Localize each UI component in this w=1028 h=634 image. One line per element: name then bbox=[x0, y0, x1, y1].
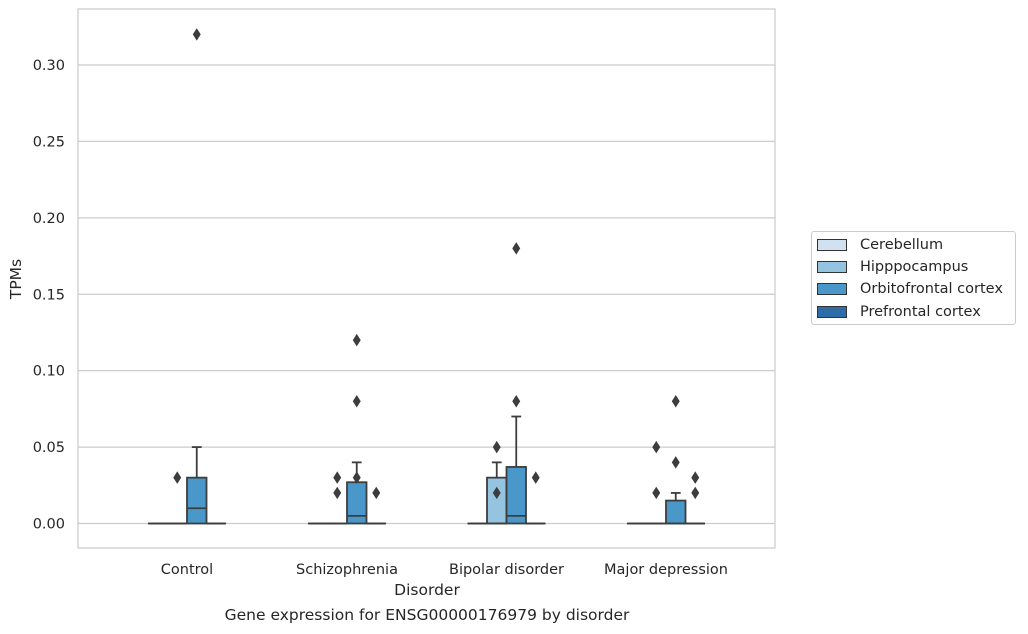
box-body bbox=[486, 476, 508, 525]
y-tick-label: 0.30 bbox=[33, 58, 65, 74]
outlier-point bbox=[671, 394, 680, 408]
box-group bbox=[327, 471, 347, 525]
outlier-point bbox=[352, 333, 361, 347]
box-group bbox=[526, 471, 546, 525]
legend-label-cerebellum: Cerebellum bbox=[860, 237, 944, 253]
chart-caption: Gene expression for ENSG00000176979 by d… bbox=[224, 606, 630, 624]
box-group bbox=[346, 333, 368, 525]
outlier-point bbox=[671, 456, 680, 469]
outlier-point bbox=[492, 440, 501, 454]
legend-label-hippocampus: Hipppocampus bbox=[860, 259, 969, 275]
legend-label-prefrontal-cortex: Prefrontal cortex bbox=[860, 304, 981, 320]
box-group bbox=[167, 471, 187, 525]
plot-area-frame bbox=[77, 8, 776, 549]
x-tick-label: Schizophrenia bbox=[296, 562, 398, 578]
outlier-point bbox=[192, 28, 201, 41]
outlier-point bbox=[372, 486, 381, 500]
legend-item-orbitofrontal-cortex: Orbitofrontal cortex bbox=[817, 279, 1003, 299]
box-body bbox=[346, 481, 368, 525]
y-tick-label: 0.15 bbox=[33, 287, 65, 303]
box-group bbox=[486, 440, 508, 525]
grid-lines bbox=[78, 64, 775, 525]
legend-swatch-orbitofrontal-cortex bbox=[817, 283, 847, 295]
box-group bbox=[685, 471, 705, 525]
box-body bbox=[186, 476, 208, 525]
outlier-point bbox=[333, 486, 342, 500]
box-group bbox=[186, 28, 208, 525]
outlier-point bbox=[512, 242, 521, 255]
y-tick-label: 0.25 bbox=[33, 134, 65, 150]
box-group bbox=[646, 440, 666, 525]
chart-legend: Cerebellum Hipppocampus Orbitofrontal co… bbox=[811, 231, 1016, 325]
x-tick-label: Control bbox=[161, 562, 213, 578]
legend-swatch-hippocampus bbox=[817, 261, 847, 273]
outlier-point bbox=[492, 486, 501, 500]
outlier-point bbox=[512, 394, 521, 408]
outlier-point bbox=[333, 471, 342, 484]
y-tick-labels: 0.00 0.05 0.10 0.15 0.20 0.25 0.30 bbox=[33, 58, 65, 533]
outlier-point bbox=[173, 471, 182, 484]
outlier-point bbox=[691, 486, 700, 500]
y-axis-label: TPMs bbox=[7, 259, 25, 300]
outlier-point bbox=[352, 394, 361, 408]
x-axis-label: Disorder bbox=[394, 581, 460, 599]
y-tick-label: 0.10 bbox=[33, 364, 65, 380]
legend-item-cerebellum: Cerebellum bbox=[817, 235, 943, 255]
legend-item-prefrontal-cortex: Prefrontal cortex bbox=[817, 302, 981, 322]
outlier-point bbox=[531, 471, 540, 484]
x-tick-labels: Control Schizophrenia Bipolar disorder Majo… bbox=[161, 562, 728, 578]
box-plot-series bbox=[148, 28, 705, 525]
outlier-point bbox=[352, 471, 361, 484]
outlier-point bbox=[652, 486, 661, 500]
outlier-point bbox=[691, 471, 700, 484]
outlier-point bbox=[652, 440, 661, 454]
box-group bbox=[665, 394, 687, 525]
y-tick-label: 0.05 bbox=[33, 440, 65, 456]
legend-item-hippocampus: Hipppocampus bbox=[817, 257, 968, 277]
x-tick-label: Bipolar disorder bbox=[449, 562, 564, 578]
legend-swatch-cerebellum bbox=[817, 239, 847, 251]
box-body bbox=[665, 499, 687, 525]
legend-swatch-prefrontal-cortex bbox=[817, 306, 847, 318]
x-tick-label: Major depression bbox=[604, 562, 728, 578]
y-tick-label: 0.20 bbox=[33, 211, 65, 227]
y-tick-label: 0.00 bbox=[33, 517, 65, 533]
box-group bbox=[505, 242, 527, 525]
box-group bbox=[366, 486, 386, 525]
legend-label-orbitofrontal-cortex: Orbitofrontal cortex bbox=[860, 281, 1003, 297]
